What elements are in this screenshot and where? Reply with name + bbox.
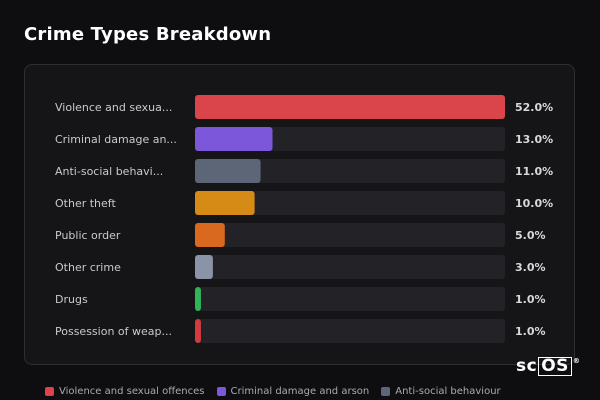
legend-swatch-3 xyxy=(381,387,391,396)
legend-label-3: Anti-social behaviour xyxy=(395,386,501,397)
legend-label-2: Criminal damage and arson xyxy=(230,386,370,397)
value-label-1: 52.0% xyxy=(515,101,553,114)
value-label-2: 13.0% xyxy=(515,133,553,146)
bar-7[interactable] xyxy=(195,287,201,311)
value-label-5: 5.0% xyxy=(515,229,546,242)
bar-2[interactable] xyxy=(195,127,273,151)
logo-boxed-text: OS xyxy=(538,356,572,376)
category-label-4: Other theft xyxy=(55,197,116,210)
bar-1[interactable] xyxy=(195,95,505,119)
logo-text: sc xyxy=(516,356,538,376)
bar-track-8 xyxy=(195,319,505,343)
bar-chart: Violence and sexua... 52.0% Criminal damag… xyxy=(55,95,553,343)
legend-label-1: Violence and sexual offences xyxy=(59,386,205,397)
bar-track-4 xyxy=(195,191,505,215)
value-label-3: 11.0% xyxy=(515,165,553,178)
category-label-5: Public order xyxy=(55,229,121,242)
bar-track-7 xyxy=(195,287,505,311)
bar-8[interactable] xyxy=(195,319,201,343)
legend-item-1[interactable]: Violence and sexual offences xyxy=(45,386,205,397)
legend-item-3[interactable]: Anti-social behaviour xyxy=(381,386,501,397)
bar-6[interactable] xyxy=(195,255,213,279)
value-label-8: 1.0% xyxy=(515,325,546,338)
bar-track-3 xyxy=(195,159,505,183)
value-label-6: 3.0% xyxy=(515,261,546,274)
legend-swatch-2 xyxy=(216,387,226,396)
category-label-1: Violence and sexua... xyxy=(55,101,172,114)
bar-track-6 xyxy=(195,255,505,279)
category-label-2: Criminal damage an... xyxy=(55,133,177,146)
legend-swatch-1 xyxy=(45,387,54,396)
value-label-4: 10.0% xyxy=(515,197,553,210)
category-label-8: Possession of weap... xyxy=(55,325,172,338)
bar-track-5 xyxy=(195,223,505,247)
category-label-3: Anti-social behavi... xyxy=(55,165,163,178)
chart-card: Violence and sexua... 52.0% Criminal damag… xyxy=(24,64,575,365)
bar-5[interactable] xyxy=(195,223,225,247)
scos-logo: sc OS ® xyxy=(516,356,580,376)
legend: Violence and sexual offences Criminal dam… xyxy=(45,386,501,397)
bar-3[interactable] xyxy=(195,159,261,183)
chart-title: Crime Types Breakdown xyxy=(24,24,272,45)
category-label-7: Drugs xyxy=(55,293,88,306)
bar-4[interactable] xyxy=(195,191,255,215)
value-label-7: 1.0% xyxy=(515,293,546,306)
registered-mark: ® xyxy=(572,357,581,365)
legend-item-2[interactable]: Criminal damage and arson xyxy=(216,386,370,397)
category-label-6: Other crime xyxy=(55,261,121,274)
